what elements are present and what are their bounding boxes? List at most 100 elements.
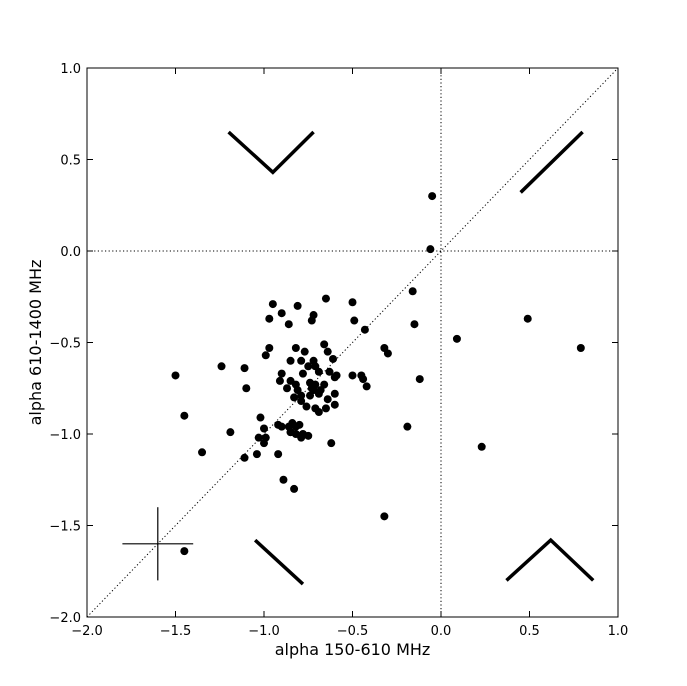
glyph-top-right: [519, 130, 584, 194]
y-tick-label: 0.0: [60, 245, 81, 260]
data-point: [321, 404, 330, 413]
data-point: [240, 364, 249, 373]
data-point: [240, 453, 249, 462]
data-point: [304, 362, 313, 371]
data-point: [314, 389, 323, 398]
data-point: [329, 354, 338, 363]
data-point: [380, 512, 389, 521]
data-point: [274, 450, 283, 459]
data-point: [410, 320, 419, 329]
data-point: [261, 351, 270, 360]
y-tick-label: −1.5: [49, 520, 81, 535]
data-point: [323, 347, 332, 356]
glyph-top-left: [227, 130, 315, 175]
data-point: [302, 402, 311, 411]
data-point: [359, 375, 368, 384]
x-tick-label: −1.5: [160, 624, 192, 639]
data-point: [298, 369, 307, 378]
data-point: [325, 367, 334, 376]
data-point: [330, 373, 339, 382]
data-point: [323, 395, 332, 404]
data-point: [286, 356, 295, 365]
data-point: [306, 391, 315, 400]
data-point: [260, 424, 268, 433]
y-tick-label: −1.0: [49, 428, 81, 443]
data-point: [297, 391, 306, 400]
data-point: [348, 298, 357, 307]
data-point: [265, 314, 274, 323]
data-point: [265, 343, 274, 352]
data-point: [314, 367, 323, 376]
data-point: [576, 343, 585, 352]
data-point: [274, 420, 283, 429]
data-point: [304, 431, 313, 440]
data-point: [477, 442, 486, 451]
data-point: [260, 439, 268, 448]
y-tick-label: −2.0: [49, 611, 81, 626]
data-point: [297, 433, 306, 442]
data-point: [330, 400, 339, 409]
data-point: [383, 349, 392, 358]
data-point: [295, 420, 304, 429]
data-point: [268, 300, 277, 309]
data-point: [283, 384, 292, 393]
data-point: [277, 369, 286, 378]
data-point: [297, 397, 306, 406]
y-tick-label: 1.0: [60, 62, 81, 77]
data-point: [360, 325, 369, 334]
error-bar-example: [122, 507, 194, 581]
data-point: [254, 433, 263, 442]
data-point: [277, 309, 286, 318]
y-tick-label: −0.5: [49, 337, 81, 352]
data-point: [523, 314, 532, 323]
data-point: [327, 439, 336, 448]
data-point: [171, 371, 180, 380]
glyph-bottom-right: [505, 537, 595, 582]
x-tick-label: 0.0: [431, 624, 452, 639]
data-point: [300, 347, 309, 356]
data-point: [226, 428, 235, 437]
data-point: [180, 547, 189, 556]
data-point: [350, 316, 359, 325]
data-point: [291, 343, 300, 352]
y-axis-ticks: −2.0 −1.5 −1.0 −0.5 0.0 0.5 1.0: [49, 62, 618, 626]
data-point: [320, 340, 329, 349]
data-point: [180, 411, 189, 420]
data-point: [362, 382, 371, 391]
data-point: [252, 450, 261, 459]
spectral-shape-glyphs: [227, 130, 595, 586]
data-point: [415, 375, 424, 384]
y-tick-label: 0.5: [60, 154, 81, 169]
data-point: [297, 356, 306, 365]
data-point: [330, 389, 339, 398]
data-point: [309, 311, 318, 320]
data-point: [426, 245, 435, 254]
data-point: [428, 192, 437, 201]
data-point: [403, 422, 412, 431]
data-point: [408, 287, 417, 296]
reference-lines: [86, 67, 619, 618]
data-point: [279, 475, 288, 484]
data-point: [256, 413, 265, 422]
one-to-one-line: [86, 67, 619, 618]
data-point: [217, 362, 226, 371]
y-axis-label: alpha 610-1400 MHz: [26, 260, 45, 426]
data-point: [452, 334, 461, 343]
x-axis-ticks: −2.0 −1.5 −1.0 −0.5 0.0 0.5 1.0: [71, 68, 628, 639]
x-tick-label: −0.5: [337, 624, 369, 639]
data-point: [275, 376, 284, 385]
x-tick-label: −1.0: [248, 624, 280, 639]
data-point: [242, 384, 251, 393]
glyph-bottom-left: [253, 538, 305, 586]
x-tick-label: 1.0: [608, 624, 629, 639]
x-tick-label: −2.0: [71, 624, 103, 639]
data-point: [286, 428, 295, 437]
data-point: [290, 393, 299, 402]
data-point: [290, 484, 299, 493]
data-point: [198, 448, 207, 457]
x-tick-label: 0.5: [519, 624, 540, 639]
data-point: [321, 294, 330, 303]
data-point: [293, 301, 302, 310]
